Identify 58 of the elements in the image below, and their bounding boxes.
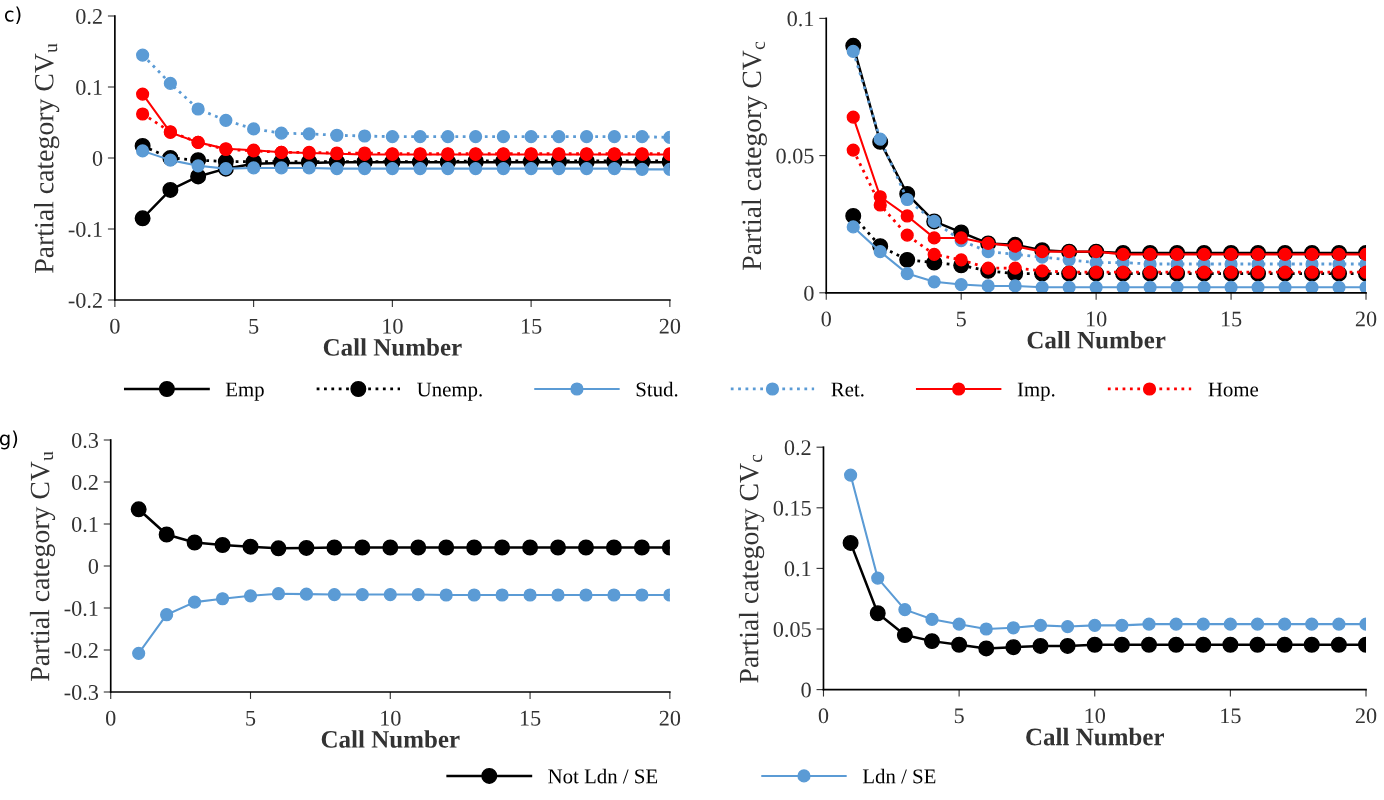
legend-label: Emp	[225, 382, 264, 401]
text: c)	[4, 6, 21, 24]
y-tick-label: -0.1	[64, 600, 98, 617]
y-tick-label: 0.1	[76, 79, 102, 96]
x-tick-label: 0	[818, 708, 829, 724]
x-tick-label: 15	[1221, 708, 1241, 724]
x-axis-title: Call Number	[1027, 331, 1166, 349]
y-tick-label: 0.3	[71, 432, 99, 449]
x-tick-label: 15	[521, 318, 542, 334]
x-axis-title: Call Number	[323, 338, 462, 356]
x-tick-label: 15	[1221, 311, 1242, 327]
x-tick-label: 0	[110, 318, 120, 334]
text: g)	[0, 430, 18, 450]
x-tick-label: 10	[381, 710, 401, 726]
y-tick-label: 0.15	[773, 500, 811, 516]
x-axis-title: Call Number	[1026, 727, 1164, 746]
x-tick-label: 10	[1086, 311, 1107, 327]
legend-label: Not Ldn / SE	[548, 768, 658, 784]
y-tick-label: 0	[801, 682, 811, 698]
x-tick-label: 20	[659, 710, 681, 726]
y-tick-label: 0.05	[776, 148, 814, 164]
y-tick-label: 0.1	[787, 11, 814, 27]
x-tick-label: 10	[1085, 708, 1106, 724]
y-tick-label: 0.1	[71, 516, 98, 533]
x-tick-label: 5	[956, 311, 966, 327]
x-tick-label: 5	[246, 710, 256, 726]
x-tick-label: 5	[249, 318, 259, 334]
legend-label: Ldn / SE	[862, 768, 936, 784]
y-tick-label: 0	[92, 150, 103, 166]
x-tick-label: 15	[520, 710, 541, 726]
y-tick-label: 0.1	[784, 561, 811, 577]
y-axis-title: Partial category CV$_{c}$	[738, 454, 765, 683]
x-tick-label: 0	[106, 710, 116, 726]
y-tick-label: 0.2	[71, 474, 98, 491]
y-axis-title: Partial category CV$_{c}$	[741, 41, 767, 270]
y-axis-title: Partial category CV$_{u}$	[29, 451, 56, 681]
y-tick-label: 0.05	[773, 621, 811, 638]
x-tick-label: 5	[954, 708, 964, 724]
legend-label: Ret.	[831, 382, 864, 397]
legend-label: Unemp.	[417, 382, 482, 401]
x-tick-label: 0	[821, 311, 831, 327]
legend-label: Home	[1208, 382, 1259, 397]
y-tick-label: 0.2	[784, 440, 811, 456]
y-tick-label: 0.2	[76, 8, 102, 25]
x-tick-label: 20	[1355, 708, 1377, 724]
y-tick-label: 0	[804, 285, 814, 301]
x-tick-label: 10	[383, 318, 403, 334]
y-axis-title: Partial category CV$_{u}$	[34, 43, 60, 273]
x-tick-label: 20	[1355, 311, 1377, 327]
y-tick-label: 0	[88, 558, 99, 574]
y-tick-label: -0.2	[64, 642, 98, 659]
y-tick-label: -0.3	[64, 684, 99, 701]
x-tick-label: 20	[659, 318, 681, 334]
y-tick-label: -0.1	[68, 221, 102, 238]
x-axis-title: Call Number	[321, 730, 460, 748]
y-tick-label: -0.2	[68, 292, 102, 309]
legend-label: Stud.	[636, 381, 678, 397]
legend-label: Imp.	[1017, 382, 1055, 401]
